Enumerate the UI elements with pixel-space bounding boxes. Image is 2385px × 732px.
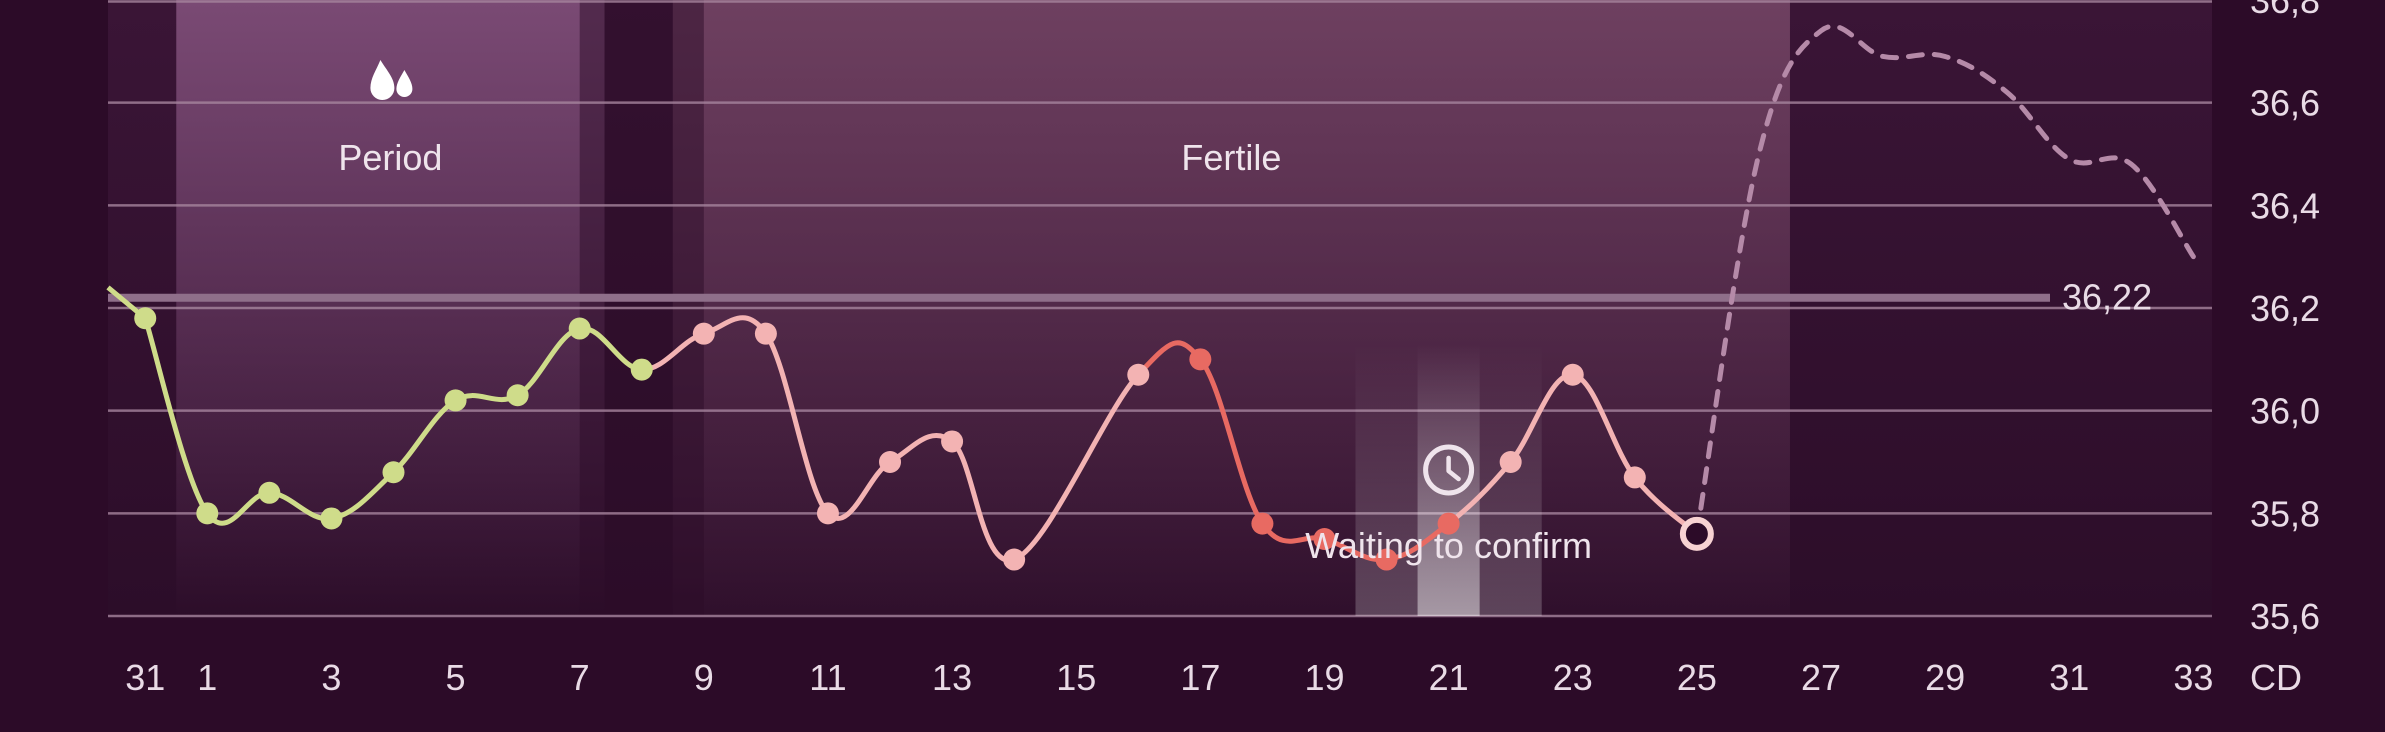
data-point [1127,363,1150,386]
clock-icon [1423,444,1475,496]
data-point [1003,548,1026,571]
data-point [879,451,902,473]
waiting-window-layer [1355,343,1542,616]
clock-hands [1446,455,1461,482]
data-point [1313,528,1336,550]
data-point [1437,512,1460,535]
data-point [258,481,281,504]
drops-icon [370,60,413,100]
x-tick-label: 31 [2049,657,2089,698]
y-tick-label: 36,0 [2250,391,2320,432]
data-point-pending [1679,516,1714,551]
reference-value-label: 36,22 [2062,277,2152,318]
band-label-fertile: Fertile [1181,137,1281,178]
x-tick-label: 15 [1056,657,1096,698]
series-segment [1197,356,1265,527]
x-tick-label: 33 [2173,657,2213,698]
data-point [1499,451,1522,473]
x-tick-label: 23 [1553,657,1593,698]
x-tick-label: 25 [1677,657,1717,698]
reference-line-layer: 36,22 [108,277,2152,318]
data-point [1251,512,1274,535]
forecast-line [1694,23,2196,537]
data-point [134,307,157,330]
data-point [382,461,405,484]
band-label-period: Period [338,137,442,178]
drop-large [370,60,395,100]
x-tick-label: 31 [125,657,165,698]
series-segment [142,315,210,516]
x-tick-label: 11 [809,657,846,698]
y-tick-label: 36,4 [2250,185,2320,226]
y-tick-label: 35,6 [2250,596,2320,637]
x-unit-label: CD [2250,657,2302,698]
data-point [568,317,591,340]
data-point [1189,348,1212,371]
x-tick-label: 29 [1925,657,1965,698]
x-tick-label: 21 [1429,657,1469,698]
axis-layer: 31 1 3 5 7 9 11 13 15 17 19 21 23 25 27 29 31 33 CD35,635,… [125,0,2320,698]
y-tick-label: 36,2 [2250,288,2320,329]
data-point [444,389,467,412]
y-tick-label: 35,8 [2250,493,2320,534]
data-point [320,507,343,530]
x-tick-label: 1 [197,657,217,698]
data-point [1375,548,1398,571]
data-point [692,322,715,345]
series-segment [763,331,831,516]
data-point [941,430,964,453]
data-point [630,358,653,381]
x-tick-label: 3 [321,657,341,698]
x-tick-label: 13 [932,657,972,698]
x-tick-label: 19 [1304,657,1344,698]
x-tick-label: 5 [446,657,466,698]
data-point [196,502,219,525]
x-tick-label: 17 [1180,657,1220,698]
y-tick-label: 36,6 [2250,83,2320,124]
x-tick-label: 7 [570,657,590,698]
waiting-to-confirm-label: Waiting to confirm [1305,525,1592,566]
data-point [754,322,777,345]
data-point [1561,363,1584,386]
grid-layer [108,0,2212,618]
y-tick-label: 36,8 [2250,0,2320,21]
points-layer [134,307,1714,571]
drop-small [396,70,413,97]
series-segment [1011,372,1141,563]
data-point [816,502,839,525]
data-point [1623,466,1646,489]
x-tick-label: 9 [694,657,714,698]
label-layer: Period Fertile Waiting to confirm [338,60,1592,566]
clock-face [1423,444,1475,496]
data-point [506,384,529,407]
x-tick-label: 27 [1801,657,1841,698]
